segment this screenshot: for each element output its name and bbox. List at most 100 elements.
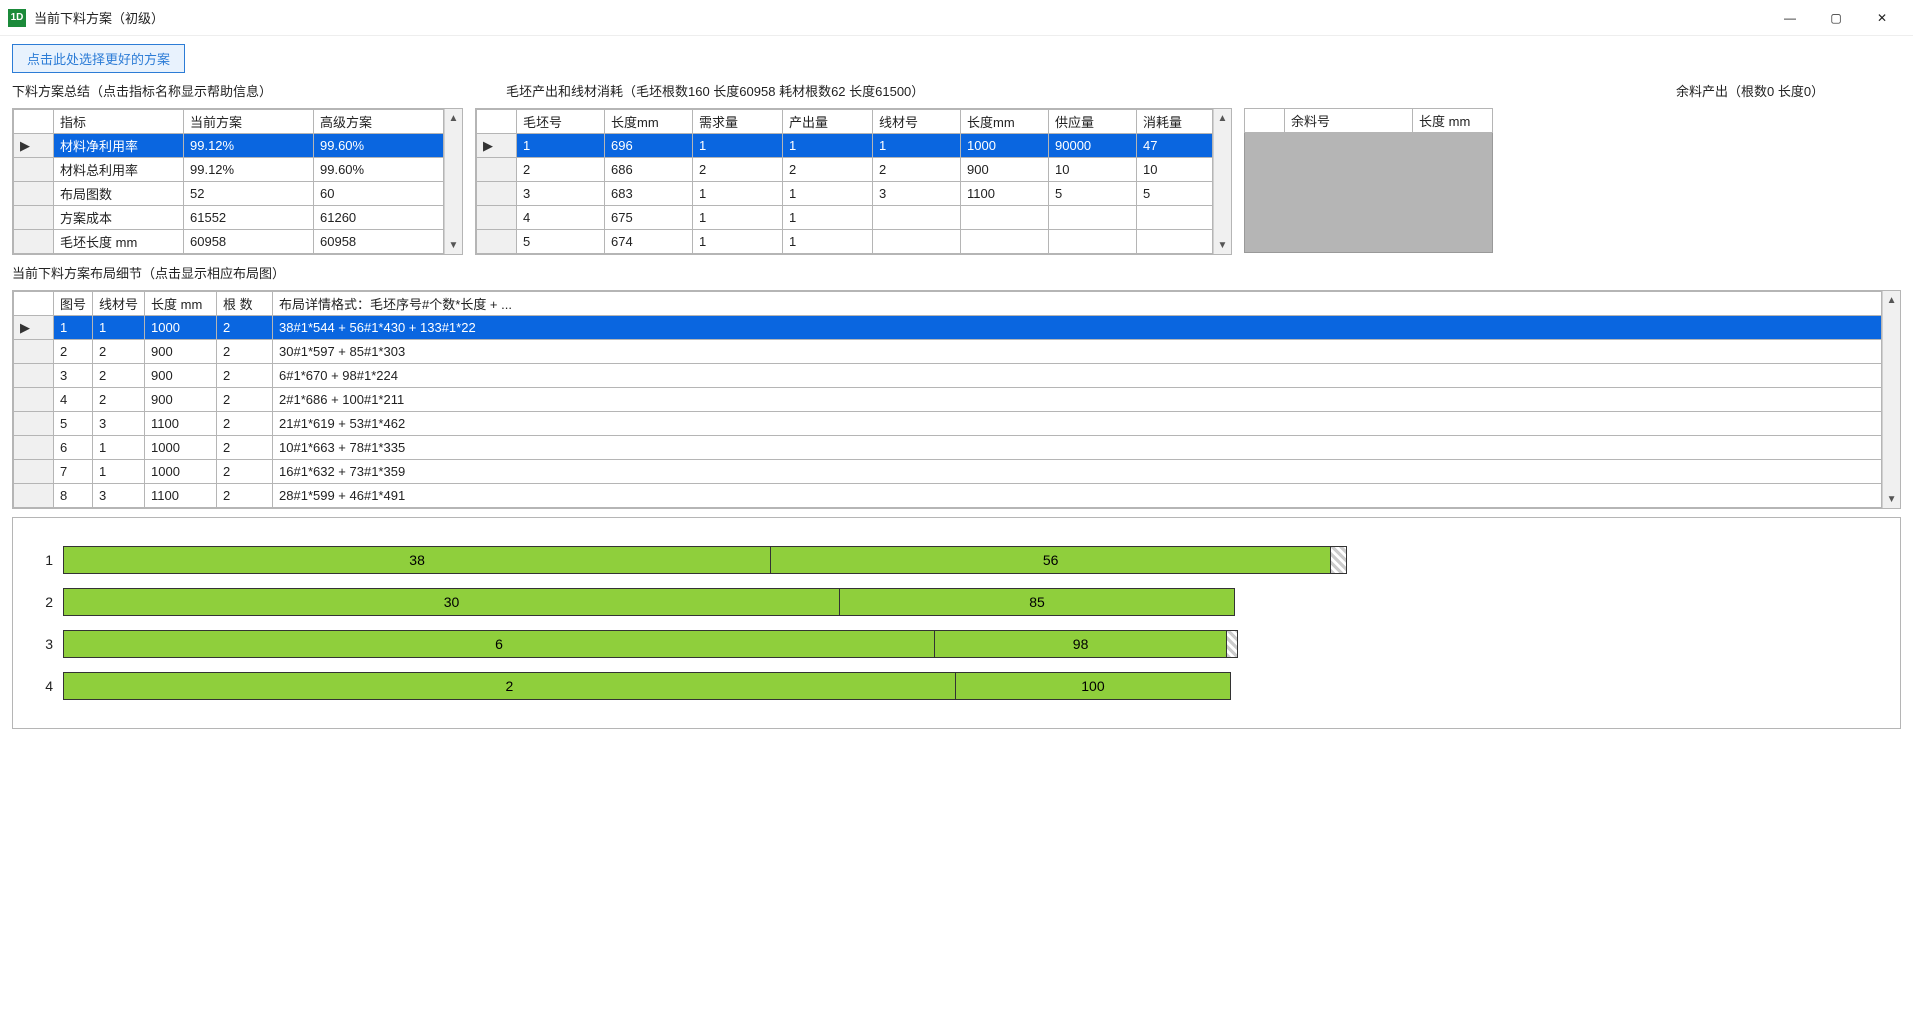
scroll-down-icon[interactable]: ▼ (1214, 236, 1231, 254)
table-row[interactable]: 毛坯长度 mm6095860958 (14, 230, 444, 254)
close-button[interactable]: ✕ (1859, 2, 1905, 34)
layout-bar-row[interactable]: 23085 (33, 588, 1880, 616)
table-cell[interactable]: 2 (217, 388, 273, 412)
table-cell[interactable]: 686 (605, 158, 693, 182)
remainder-table[interactable]: 余料号长度 mm (1244, 108, 1493, 133)
table-cell[interactable]: 1100 (145, 412, 217, 436)
table-row[interactable]: 22900230#1*597 + 85#1*303 (14, 340, 1882, 364)
scroll-up-icon[interactable]: ▲ (1214, 109, 1231, 127)
table-cell[interactable]: 1 (93, 436, 145, 460)
table-cell[interactable]: 方案成本 (54, 206, 184, 230)
table-cell[interactable]: 1 (693, 134, 783, 158)
table-cell[interactable]: 1 (783, 206, 873, 230)
table-cell[interactable]: 2 (54, 340, 93, 364)
table-cell[interactable]: 4 (517, 206, 605, 230)
column-header[interactable]: 高级方案 (314, 110, 444, 134)
column-header[interactable]: 长度mm (961, 110, 1049, 134)
table-row[interactable]: 26862229001010 (477, 158, 1213, 182)
table-row[interactable]: 711000216#1*632 + 73#1*359 (14, 460, 1882, 484)
table-cell[interactable]: 3 (54, 364, 93, 388)
table-cell[interactable]: 1 (693, 206, 783, 230)
table-cell[interactable]: 2 (217, 412, 273, 436)
table-cell[interactable]: 材料净利用率 (54, 134, 184, 158)
table-cell[interactable]: 布局图数 (54, 182, 184, 206)
table-cell[interactable]: 10 (1049, 158, 1137, 182)
table-cell[interactable]: 1 (783, 182, 873, 206)
table-cell[interactable]: 1 (54, 316, 93, 340)
layout-bar-row[interactable]: 13856 (33, 546, 1880, 574)
table-cell[interactable]: 683 (605, 182, 693, 206)
table-row[interactable]: 3683113110055 (477, 182, 1213, 206)
table-cell[interactable]: 2 (783, 158, 873, 182)
table-cell[interactable]: 3 (873, 182, 961, 206)
table-cell[interactable]: 2 (217, 316, 273, 340)
column-header[interactable]: 长度 mm (1413, 109, 1493, 133)
table-cell[interactable] (1049, 206, 1137, 230)
table-cell[interactable] (873, 230, 961, 254)
table-cell[interactable]: 1 (873, 134, 961, 158)
column-header[interactable]: 指标 (54, 110, 184, 134)
table-cell[interactable]: 38#1*544 + 56#1*430 + 133#1*22 (273, 316, 1882, 340)
table-cell[interactable]: 99.12% (184, 134, 314, 158)
table-cell[interactable]: 5 (1137, 182, 1213, 206)
table-cell[interactable]: 2 (873, 158, 961, 182)
table-cell[interactable]: 90000 (1049, 134, 1137, 158)
table-cell[interactable]: 900 (961, 158, 1049, 182)
table-cell[interactable] (961, 206, 1049, 230)
table-cell[interactable]: 1000 (145, 436, 217, 460)
table-cell[interactable]: 2 (217, 340, 273, 364)
summary-table[interactable]: 指标当前方案高级方案▶材料净利用率99.12%99.60%材料总利用率99.12… (13, 109, 444, 254)
table-cell[interactable]: 2 (217, 436, 273, 460)
table-cell[interactable]: 675 (605, 206, 693, 230)
table-cell[interactable]: 3 (93, 412, 145, 436)
table-cell[interactable]: 3 (93, 484, 145, 508)
table-cell[interactable]: 2 (93, 388, 145, 412)
table-cell[interactable]: 900 (145, 340, 217, 364)
table-cell[interactable]: 674 (605, 230, 693, 254)
table-row[interactable]: 4290022#1*686 + 100#1*211 (14, 388, 1882, 412)
table-cell[interactable]: 61552 (184, 206, 314, 230)
column-header[interactable]: 余料号 (1285, 109, 1413, 133)
table-cell[interactable]: 52 (184, 182, 314, 206)
table-row[interactable]: ▶111000238#1*544 + 56#1*430 + 133#1*22 (14, 316, 1882, 340)
table-cell[interactable]: 8 (54, 484, 93, 508)
table-row[interactable]: 材料总利用率99.12%99.60% (14, 158, 444, 182)
table-row[interactable]: 467511 (477, 206, 1213, 230)
table-cell[interactable]: 60958 (184, 230, 314, 254)
minimize-button[interactable]: — (1767, 2, 1813, 34)
choose-better-plan-button[interactable]: 点击此处选择更好的方案 (12, 44, 185, 73)
table-cell[interactable]: 10 (1137, 158, 1213, 182)
table-cell[interactable]: 毛坯长度 mm (54, 230, 184, 254)
table-row[interactable]: 方案成本6155261260 (14, 206, 444, 230)
table-cell[interactable]: 7 (54, 460, 93, 484)
column-header[interactable]: 长度 mm (145, 292, 217, 316)
table-cell[interactable]: 900 (145, 388, 217, 412)
maximize-button[interactable]: ▢ (1813, 2, 1859, 34)
table-cell[interactable]: 1100 (145, 484, 217, 508)
table-row[interactable]: 611000210#1*663 + 78#1*335 (14, 436, 1882, 460)
table-cell[interactable]: 5 (54, 412, 93, 436)
table-cell[interactable]: 材料总利用率 (54, 158, 184, 182)
table-cell[interactable] (873, 206, 961, 230)
column-header[interactable]: 消耗量 (1137, 110, 1213, 134)
table-row[interactable]: 3290026#1*670 + 98#1*224 (14, 364, 1882, 388)
table-cell[interactable]: 1 (783, 230, 873, 254)
column-header[interactable]: 产出量 (783, 110, 873, 134)
table-cell[interactable]: 2 (217, 460, 273, 484)
table-cell[interactable]: 1 (693, 182, 783, 206)
table-cell[interactable]: 99.60% (314, 134, 444, 158)
table-cell[interactable]: 99.12% (184, 158, 314, 182)
blank-scrollbar[interactable]: ▲ ▼ (1213, 109, 1231, 254)
scroll-up-icon[interactable]: ▲ (1883, 291, 1900, 309)
table-cell[interactable]: 30#1*597 + 85#1*303 (273, 340, 1882, 364)
column-header[interactable]: 线材号 (93, 292, 145, 316)
table-cell[interactable]: 2 (217, 364, 273, 388)
table-cell[interactable] (1137, 230, 1213, 254)
table-cell[interactable]: 28#1*599 + 46#1*491 (273, 484, 1882, 508)
table-cell[interactable]: 47 (1137, 134, 1213, 158)
column-header[interactable]: 需求量 (693, 110, 783, 134)
table-cell[interactable]: 1000 (145, 460, 217, 484)
summary-scrollbar[interactable]: ▲ ▼ (444, 109, 462, 254)
column-header[interactable]: 图号 (54, 292, 93, 316)
table-cell[interactable] (1137, 206, 1213, 230)
